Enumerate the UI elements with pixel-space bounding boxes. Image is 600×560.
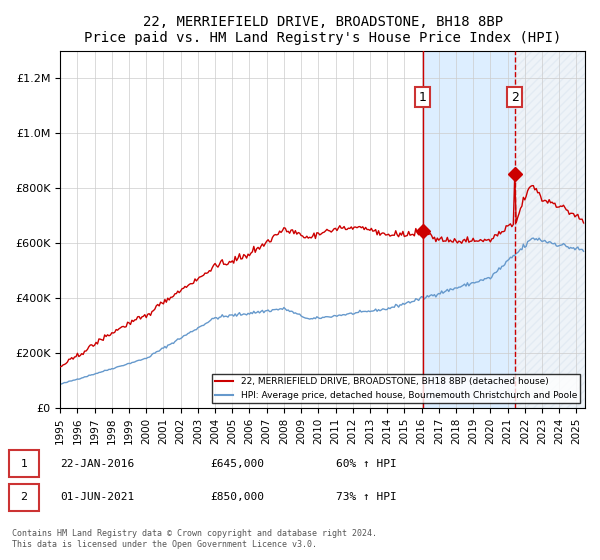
Legend: 22, MERRIEFIELD DRIVE, BROADSTONE, BH18 8BP (detached house), HPI: Average price: 22, MERRIEFIELD DRIVE, BROADSTONE, BH18 … [212,374,580,403]
Title: 22, MERRIEFIELD DRIVE, BROADSTONE, BH18 8BP
Price paid vs. HM Land Registry's Ho: 22, MERRIEFIELD DRIVE, BROADSTONE, BH18 … [84,15,561,45]
Text: 1: 1 [419,91,427,104]
Text: 1: 1 [20,459,28,469]
Text: Contains HM Land Registry data © Crown copyright and database right 2024.
This d: Contains HM Land Registry data © Crown c… [12,529,377,549]
Text: 01-JUN-2021: 01-JUN-2021 [60,492,134,502]
Text: 60% ↑ HPI: 60% ↑ HPI [336,459,397,469]
Text: £850,000: £850,000 [210,492,264,502]
Text: 2: 2 [511,91,519,104]
Text: 73% ↑ HPI: 73% ↑ HPI [336,492,397,502]
Text: 2: 2 [20,492,28,502]
Text: 22-JAN-2016: 22-JAN-2016 [60,459,134,469]
Text: £645,000: £645,000 [210,459,264,469]
Bar [515,50,585,408]
Bar [422,50,515,408]
